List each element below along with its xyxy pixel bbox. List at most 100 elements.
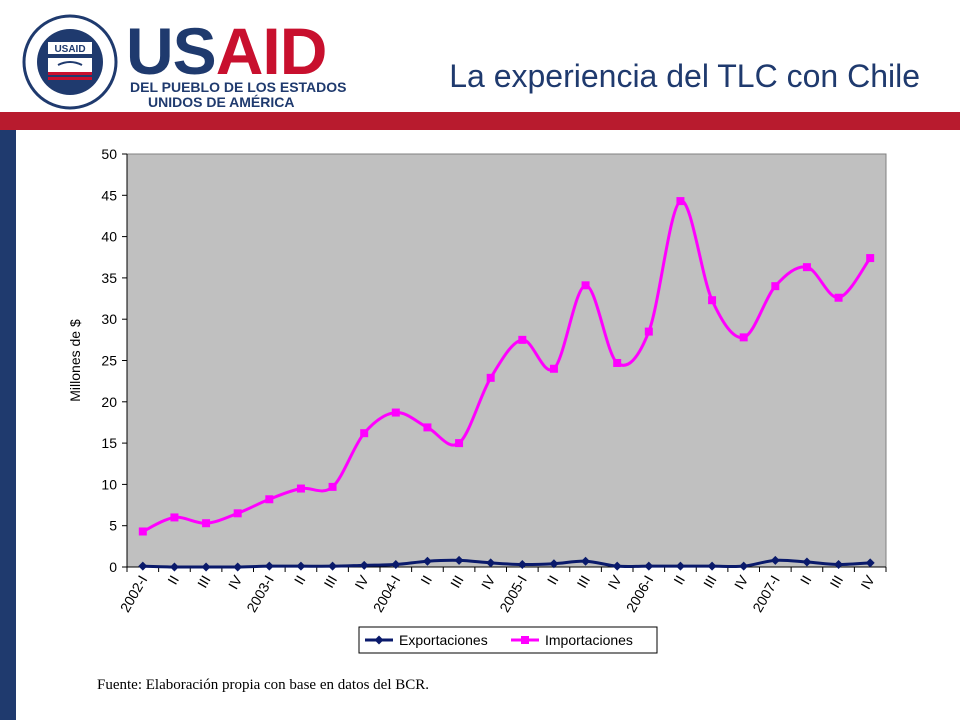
data-point-importaciones [866,254,875,263]
data-point-exportaciones [328,561,338,571]
x-tick-label: II [797,573,815,588]
x-tick-label: II [544,573,562,588]
plot-area [126,153,887,568]
data-point-exportaciones [233,562,243,572]
data-point-exportaciones [865,558,875,568]
data-point-importaciones [138,527,147,536]
y-tick-label: 15 [101,435,117,451]
legend-marker-importaciones [521,636,529,644]
data-point-exportaciones [359,560,369,570]
data-point-importaciones [202,519,211,528]
data-point-exportaciones [296,561,306,571]
x-tick-label: 2007-I [749,573,783,615]
y-tick-label: 0 [109,559,117,575]
series-exportaciones [138,555,875,572]
x-tick-label: IV [731,572,752,592]
data-point-importaciones [296,484,305,493]
x-tick-label: IV [604,572,625,592]
x-tick-label: 2002-I [117,573,151,615]
data-point-exportaciones [391,560,401,570]
tagline-line-2: UNIDOS DE AMÉRICA [148,94,295,110]
y-tick-label: 20 [101,394,117,410]
x-tick-label: III [194,573,214,591]
x-tick-label: 2004-I [370,573,404,615]
data-point-exportaciones [549,559,559,569]
legend-label-importaciones: Importaciones [545,632,633,648]
legend-marker-exportaciones [374,635,384,645]
x-tick-label: III [700,573,720,591]
x-tick-label: 2003-I [243,573,277,615]
x-tick-label: IV [225,572,246,592]
data-point-exportaciones [169,562,179,572]
data-point-exportaciones [138,561,148,571]
y-tick-label: 10 [101,476,117,492]
x-tick-label: III [447,573,467,591]
data-point-exportaciones [612,561,622,571]
data-point-importaciones [613,358,622,367]
data-point-exportaciones [739,561,749,571]
x-tick-label: II [164,573,182,588]
x-tick-label: III [320,573,340,591]
data-point-exportaciones [770,555,780,565]
x-tick-label: II [670,573,688,588]
data-point-importaciones [739,333,748,342]
data-point-exportaciones [675,561,685,571]
data-point-importaciones [455,439,464,448]
data-point-importaciones [834,293,843,302]
data-point-importaciones [549,364,558,373]
y-tick-label: 40 [101,229,117,245]
wordmark-us: US [126,14,217,88]
data-point-exportaciones [517,560,527,570]
tagline-line-1: DEL PUEBLO DE LOS ESTADOS [130,79,347,95]
legend-label-exportaciones: Exportaciones [399,632,488,648]
data-point-importaciones [581,281,590,290]
usaid-wordmark: USAID [126,18,327,84]
data-point-importaciones [170,513,179,522]
x-tick-label: III [826,573,846,591]
data-point-exportaciones [581,556,591,566]
y-tick-label: 45 [101,187,117,203]
data-point-exportaciones [707,561,717,571]
y-tick-label: 25 [101,353,117,369]
data-point-importaciones [771,282,780,291]
left-accent-bar [0,130,16,720]
source-note: Fuente: Elaboración propia con base en d… [97,677,429,693]
data-point-exportaciones [644,561,654,571]
y-axis-title: Millones de $ [67,319,83,402]
x-tick-label: II [417,573,435,588]
wordmark-aid: AID [215,14,328,88]
data-point-exportaciones [486,558,496,568]
x-tick-label: IV [478,572,499,592]
x-tick-label: II [291,573,309,588]
y-tick-label: 50 [101,146,117,162]
x-tick-label: IV [351,572,372,592]
x-tick-label: 2005-I [496,573,530,615]
y-tick-label: 5 [109,518,117,534]
data-point-importaciones [708,296,717,305]
header-divider-band [0,112,960,130]
seal-badge-text: USAID [54,44,85,55]
data-point-importaciones [423,423,432,432]
series-layer [138,197,875,572]
data-point-importaciones [676,197,685,206]
data-point-exportaciones [201,562,211,572]
data-point-importaciones [265,495,274,504]
data-point-importaciones [802,263,811,272]
data-point-importaciones [233,509,242,518]
legend: Exportaciones Importaciones [358,626,658,654]
data-point-exportaciones [422,556,432,566]
data-point-importaciones [360,429,369,438]
data-point-exportaciones [454,555,464,565]
data-point-importaciones [486,373,495,382]
y-tick-label: 35 [101,270,117,286]
slide-title: La experiencia del TLC con Chile [449,58,920,94]
data-point-importaciones [391,408,400,417]
y-axis: 0 5 10 15 20 25 30 35 40 45 50 [101,146,128,575]
series-importaciones [138,197,875,536]
data-point-importaciones [328,482,337,491]
legend-box [358,626,658,654]
data-point-exportaciones [264,561,274,571]
y-tick-label: 30 [101,311,117,327]
